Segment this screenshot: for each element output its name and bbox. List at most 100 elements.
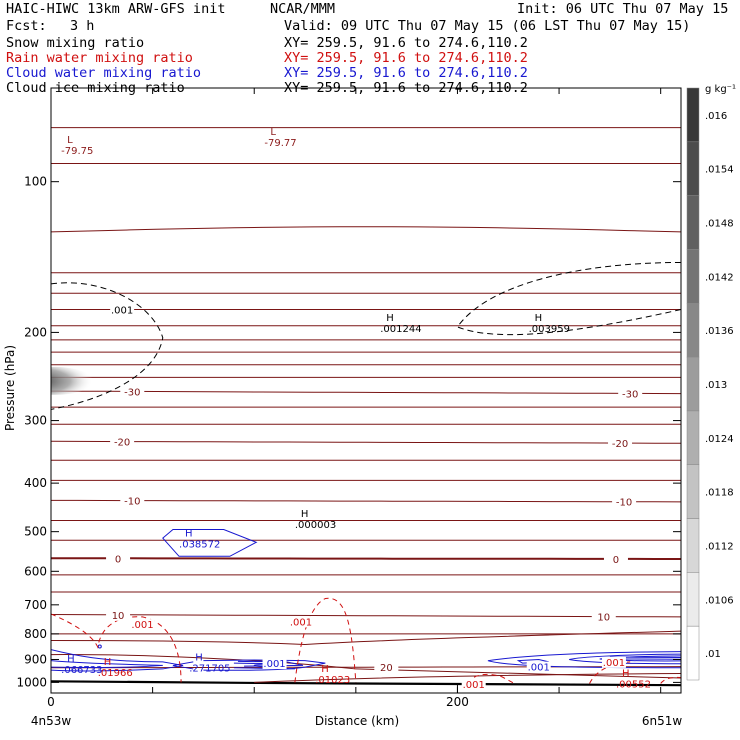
extremum-high-marker: H xyxy=(535,313,543,324)
extremum-high-marker: H xyxy=(321,664,329,675)
colorbar-unit: g kg⁻¹ xyxy=(705,84,736,95)
contour-label-bg xyxy=(601,656,626,668)
isotherm--30 xyxy=(51,390,681,395)
extremum-low-marker: L xyxy=(270,127,276,138)
left-endpoint-label: 4n53w xyxy=(31,714,72,728)
rain-water-contour xyxy=(294,597,357,683)
extremum-value: .01023 xyxy=(315,675,350,686)
colorbar-tick-label: .0154 xyxy=(705,165,734,176)
extremum-high-marker: H xyxy=(185,528,193,539)
isotherm-label-bg xyxy=(120,494,145,507)
y-tick-label: 400 xyxy=(24,476,47,490)
extremum-value: .271705 xyxy=(189,664,230,675)
legend-snow-name: Snow mixing ratio xyxy=(6,35,145,51)
isotherm-0 xyxy=(51,557,681,560)
rain-water-contour xyxy=(589,661,631,684)
extremum-value: .000003 xyxy=(295,520,336,531)
y-tick-label: 100 xyxy=(24,175,47,189)
colorbar-swatch xyxy=(686,356,700,412)
legend-cloudwater-xy: XY= 259.5, 91.6 to 274.6,110.2 xyxy=(284,65,528,81)
extremum-low-marker: L xyxy=(67,135,73,146)
isotherm-label: 20 xyxy=(380,663,393,674)
legend-cloudice-xy: XY= 259.5, 91.6 to 274.6,110.2 xyxy=(284,80,528,96)
init-time: Init: 06 UTC Thu 07 May 15 xyxy=(517,1,729,17)
colorbar-tick-label: .0106 xyxy=(705,595,734,606)
extremum-value: .00552 xyxy=(616,679,651,690)
contour-label: .001 xyxy=(131,620,153,631)
isotherm--10 xyxy=(51,499,681,503)
extremum-value: .038572 xyxy=(179,539,220,550)
isotherm-line xyxy=(51,630,681,645)
colorbar-swatch xyxy=(686,572,700,627)
isotherm-label-bg xyxy=(110,435,135,448)
x-tick-label: 0 xyxy=(47,695,55,709)
snow-contour xyxy=(51,282,164,410)
isotherm-label: -30 xyxy=(622,389,638,400)
forecast-label: Fcst: xyxy=(6,18,47,34)
isotherm--20 xyxy=(51,440,681,444)
contour-label: .001 xyxy=(603,658,625,669)
colorbar-tick-label: .016 xyxy=(705,111,727,122)
x-axis-label: Distance (km) xyxy=(315,714,399,728)
isotherm-label-bg xyxy=(612,495,637,508)
y-tick-label: 600 xyxy=(24,564,47,578)
isotherm-label: -20 xyxy=(612,439,628,450)
legend-rain-xy: XY= 259.5, 91.6 to 274.6,110.2 xyxy=(284,50,528,66)
colorbar-swatch xyxy=(686,464,700,519)
colorbar-tick-label: .0142 xyxy=(705,272,734,283)
extremum-value: .066733 xyxy=(61,665,102,676)
extremum-value: .003959 xyxy=(529,324,570,335)
snow-contour xyxy=(456,261,681,336)
cloud-ice-shading xyxy=(51,366,94,395)
isotherm-label: -10 xyxy=(124,497,140,508)
y-tick-label: 200 xyxy=(24,325,47,339)
colorbar-tick-label: .0148 xyxy=(705,219,734,230)
extremum-value: .01966 xyxy=(98,668,133,679)
contour-label: .001 xyxy=(528,663,550,674)
isotherm-label: -10 xyxy=(616,498,632,509)
extremum-high-marker: H xyxy=(386,313,394,324)
contour-label: .001 xyxy=(111,305,133,316)
colorbar-swatch xyxy=(686,87,700,143)
extremum-value: -79.75 xyxy=(61,146,93,157)
forecast-value: 3 h xyxy=(70,18,95,34)
valid-time: Valid: 09 UTC Thu 07 May 15 (06 LST Thu … xyxy=(284,18,691,34)
colorbar-tick-label: .0118 xyxy=(705,488,734,499)
cloud-water-contour xyxy=(569,653,681,665)
y-tick-label: 800 xyxy=(24,627,47,641)
colorbar-tick-label: .0124 xyxy=(705,434,734,445)
contour-label: .001 xyxy=(263,659,285,670)
colorbar-swatch xyxy=(686,625,700,681)
contour-label-bg xyxy=(262,658,287,670)
legend-cloudwater-name: Cloud water mixing ratio xyxy=(6,65,202,81)
colorbar-swatch xyxy=(686,303,700,358)
title-org: NCAR/MMM xyxy=(270,1,336,17)
legend-snow-xy: XY= 259.5, 91.6 to 274.6,110.2 xyxy=(284,35,528,51)
isotherm-label: 0 xyxy=(613,555,619,566)
extremum-high-marker: H xyxy=(195,653,203,664)
isotherm-label: 10 xyxy=(597,613,610,624)
isotherm-label-bg xyxy=(106,608,131,621)
isotherm-line xyxy=(51,226,681,233)
isotherm-label-bg xyxy=(608,437,633,450)
y-tick-label: 700 xyxy=(24,598,47,612)
contour-label: .001 xyxy=(290,617,312,628)
isotherm-label-bg xyxy=(106,552,131,565)
colorbar-swatch xyxy=(686,410,700,465)
isotherm-label-bg xyxy=(120,385,145,398)
colorbar-tick-label: .0136 xyxy=(705,326,734,337)
title-model: HAIC-HIWC 13km ARW-GFS init xyxy=(6,1,226,17)
y-tick-label: 1000 xyxy=(16,675,47,689)
terrain-surface-line xyxy=(51,680,681,687)
cloud-water-contour xyxy=(51,649,184,672)
cloud-water-contour xyxy=(97,644,102,649)
right-endpoint-label: 6n51w xyxy=(642,714,683,728)
x-tick-label: 200 xyxy=(446,695,469,709)
isotherm-label-bg xyxy=(618,387,643,400)
isotherm-label-bg xyxy=(591,610,616,623)
contour-label-bg xyxy=(130,619,155,631)
contour-label-bg xyxy=(288,616,313,628)
contour-label-bg xyxy=(110,304,135,316)
isotherm-10 xyxy=(51,614,681,618)
